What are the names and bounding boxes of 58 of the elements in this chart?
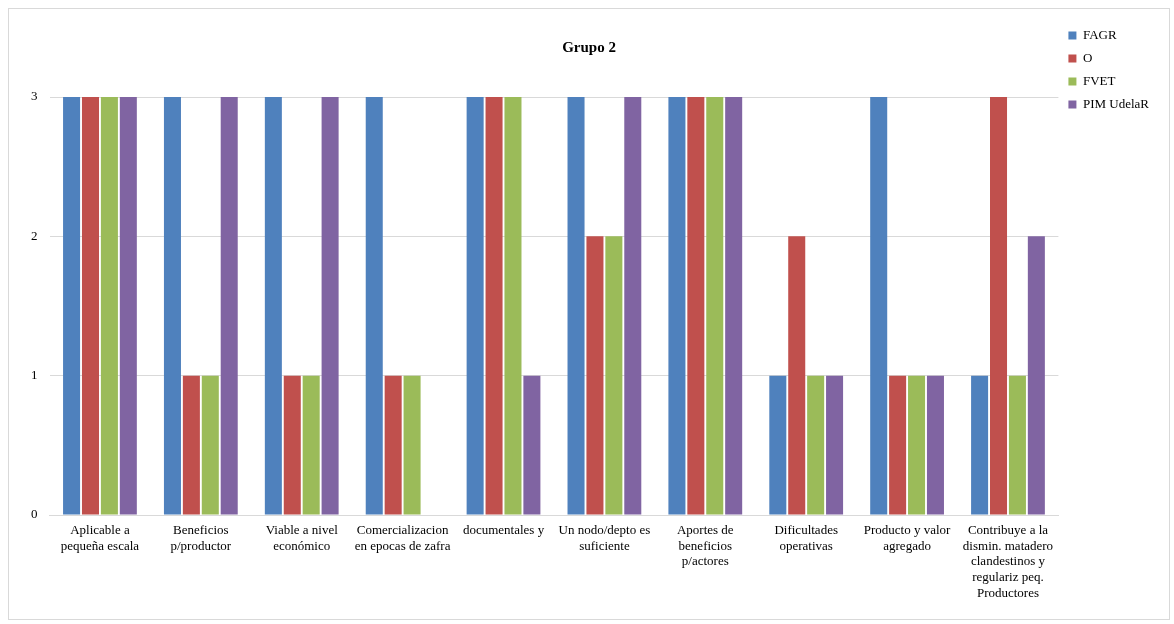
bar: [889, 375, 907, 515]
bar: [384, 375, 402, 515]
bar: [365, 97, 383, 515]
bar: [264, 97, 282, 515]
x-tick-label: Aplicable a pequeña escala: [60, 522, 140, 553]
bar: [567, 97, 585, 515]
y-tick-label: 0: [31, 506, 38, 522]
bar: [119, 97, 137, 515]
bar: [605, 236, 623, 515]
x-tick-label: Beneficios p/productor: [170, 522, 232, 553]
x-tick-label: Comercializacion en epocas de zafra: [354, 522, 451, 553]
bar: [668, 97, 686, 515]
bar: [687, 97, 705, 515]
bar: [624, 97, 642, 515]
bar: [788, 236, 806, 515]
bar: [283, 375, 301, 515]
bar: [1008, 375, 1026, 515]
bar: [220, 97, 238, 515]
x-tick-label: Aportes de beneficios p/actores: [676, 522, 734, 569]
bar: [870, 97, 888, 515]
bar: [826, 375, 844, 515]
bar: [1027, 236, 1045, 515]
bar: [990, 97, 1008, 515]
bar: [81, 97, 99, 515]
bar: [63, 97, 81, 515]
bar: [523, 375, 541, 515]
chart-title: Grupo 2: [562, 38, 616, 55]
x-tick-label: Contribuye a la dismin. matadero clandestinos y regulariz peq. Productores: [962, 522, 1054, 600]
legend-label: PIM UdelaR: [1082, 95, 1150, 111]
legend-label: FAGR: [1082, 26, 1117, 42]
x-tick-label: Un nodo/depto es suficiente: [558, 522, 651, 553]
bar: [163, 97, 181, 515]
bar: [302, 375, 320, 515]
bar: [100, 97, 118, 515]
x-tick-label: Dificultades operativas: [774, 522, 838, 553]
bar: [403, 375, 421, 515]
x-tick-label: Producto y valor agregado: [863, 522, 952, 553]
bar: [586, 236, 604, 515]
y-tick-label: 3: [31, 88, 38, 104]
legend-label: O: [1082, 49, 1093, 65]
y-tick-label: 2: [31, 227, 38, 243]
bar: [485, 97, 503, 515]
bar: [182, 375, 200, 515]
legend-label: FVET: [1082, 72, 1116, 88]
bar: [807, 375, 825, 515]
bar: [321, 97, 339, 515]
bar: [201, 375, 219, 515]
x-tick-label: Viable a nivel económico: [265, 522, 339, 553]
y-tick-label: 1: [31, 367, 38, 383]
bar: [926, 375, 944, 515]
bar: [971, 375, 989, 515]
bar: [769, 375, 787, 515]
x-tick-label: documentales y: [462, 522, 545, 538]
bar: [504, 97, 522, 515]
bar: [466, 97, 484, 515]
bar: [908, 375, 926, 515]
bar: [725, 97, 743, 515]
bar: [706, 97, 724, 515]
